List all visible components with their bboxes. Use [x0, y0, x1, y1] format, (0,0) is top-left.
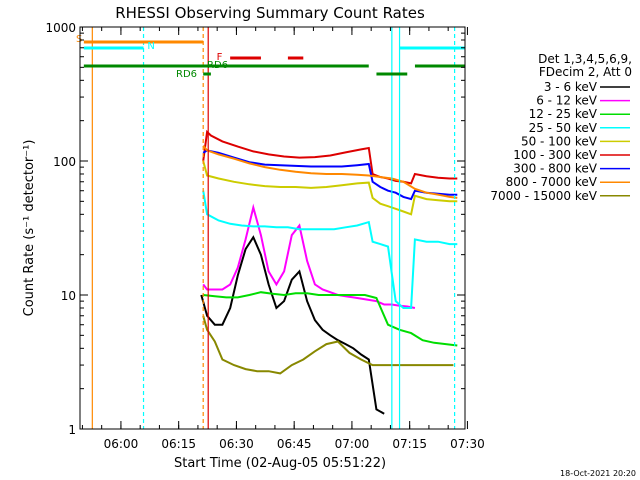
chart-title: RHESSI Observing Summary Count Rates	[115, 4, 425, 22]
y-tick-label: 1000	[45, 21, 76, 35]
series-line-0	[200, 235, 385, 415]
vertical-markers	[91, 27, 456, 429]
legend-label: 50 - 100 keV	[521, 134, 598, 148]
x-axis: 06:00 06:15 06:30 06:45 07:00 07:15 07:30	[81, 27, 485, 451]
x-axis-label: Start Time (02-Aug-05 05:51:22)	[174, 456, 386, 471]
legend-label: 25 - 50 keV	[529, 121, 598, 135]
plot-frame	[79, 26, 466, 430]
legend-label: 800 - 7000 keV	[506, 175, 598, 189]
legend-header: Det 1,3,4,5,6,9,	[538, 52, 632, 66]
flag-label: N	[147, 41, 154, 52]
series-line-2	[203, 291, 458, 347]
footer-date: 18-Oct-2021 20:20	[560, 469, 636, 478]
series-line-8	[202, 315, 454, 375]
y-tick-label: 100	[53, 155, 76, 169]
legend-label: 300 - 800 keV	[513, 162, 597, 176]
series-line-6	[202, 149, 458, 201]
legend-label: 7000 - 15000 keV	[490, 189, 597, 203]
series-line-5	[202, 129, 458, 185]
legend: Det 1,3,4,5,6,9,FDecim 2, Att 03 - 6 keV…	[490, 52, 632, 203]
flag-label: S	[76, 34, 82, 45]
series-line-4	[202, 160, 458, 216]
flag-label: RD6	[176, 69, 197, 80]
y-tick-label: 10	[61, 289, 76, 303]
y-axis-label: Count Rate (s⁻¹ detector⁻¹)	[22, 140, 37, 317]
y-tick-label: 1	[68, 423, 76, 437]
flag-label: F	[217, 52, 223, 63]
x-tick-label: 06:30	[219, 437, 254, 451]
legend-label: 3 - 6 keV	[544, 80, 598, 94]
x-tick-label: 07:00	[335, 437, 370, 451]
x-tick-label: 06:45	[277, 437, 312, 451]
flag-label: RD6	[207, 60, 228, 71]
y-axis: 1 10 100 1000	[45, 21, 465, 437]
legend-label: 100 - 300 keV	[513, 148, 597, 162]
legend-header: FDecim 2, Att 0	[539, 65, 632, 79]
series-line-3	[202, 190, 458, 309]
series-lines	[200, 129, 458, 415]
series-line-7	[202, 145, 458, 199]
x-tick-label: 07:15	[392, 437, 427, 451]
legend-label: 6 - 12 keV	[536, 94, 598, 108]
x-tick-label: 07:30	[450, 437, 485, 451]
x-tick-label: 06:15	[161, 437, 196, 451]
x-tick-label: 06:00	[104, 437, 139, 451]
legend-label: 12 - 25 keV	[529, 107, 598, 121]
